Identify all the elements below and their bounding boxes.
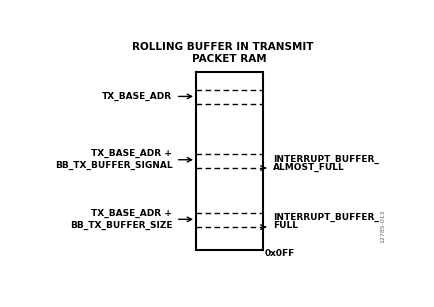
Text: INTERRUPT_BUFFER_: INTERRUPT_BUFFER_ — [272, 154, 378, 164]
Text: INTERRUPT_BUFFER_: INTERRUPT_BUFFER_ — [272, 212, 378, 222]
Text: ALMOST_FULL: ALMOST_FULL — [272, 163, 344, 172]
Text: TX_BASE_ADR +: TX_BASE_ADR + — [91, 149, 172, 158]
Text: ROLLING BUFFER IN TRANSMIT: ROLLING BUFFER IN TRANSMIT — [132, 42, 313, 52]
Text: BB_TX_BUFFER_SIZE: BB_TX_BUFFER_SIZE — [70, 221, 172, 230]
Text: 0x0FF: 0x0FF — [264, 249, 295, 258]
Bar — [195, 72, 263, 250]
Text: BB_TX_BUFFER_SIGNAL: BB_TX_BUFFER_SIGNAL — [55, 161, 172, 170]
Text: TX_BASE_ADR: TX_BASE_ADR — [102, 92, 172, 101]
Text: 12785-013: 12785-013 — [380, 209, 385, 243]
Text: PACKET RAM: PACKET RAM — [192, 54, 266, 64]
Text: TX_BASE_ADR +: TX_BASE_ADR + — [91, 209, 172, 218]
Text: FULL: FULL — [272, 221, 297, 230]
